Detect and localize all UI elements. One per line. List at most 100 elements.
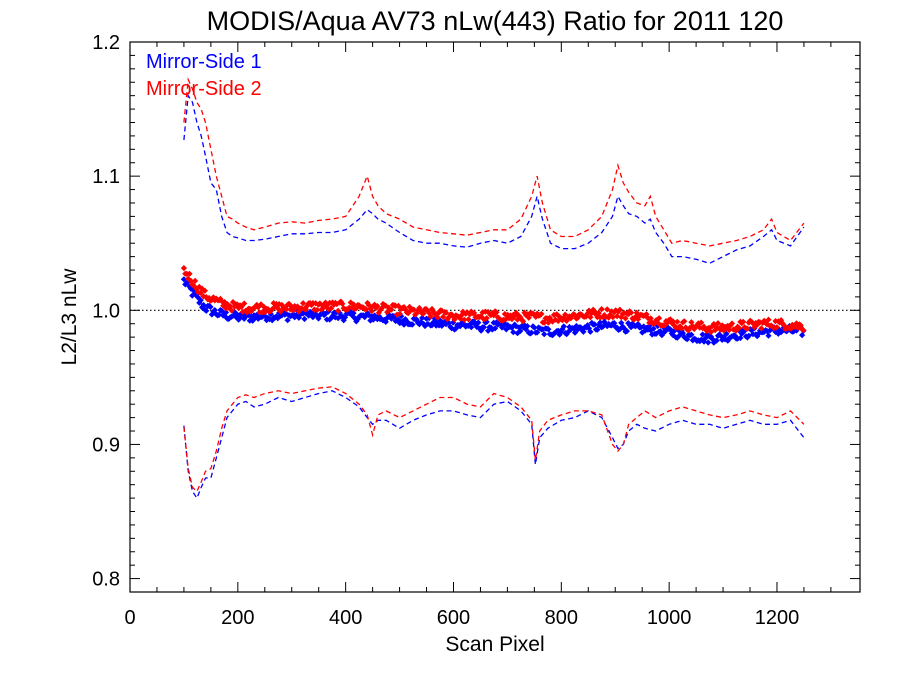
mirror-side-2-point (335, 307, 342, 314)
mirror-side-2-point (563, 317, 570, 324)
mirror-side-2-point (607, 311, 614, 318)
mirror-side-1-point (222, 309, 230, 316)
mirror-side-2-point (710, 320, 717, 328)
mirror-side-1-point (717, 332, 724, 339)
mirror-side-1-point (402, 316, 409, 323)
mirror-side-2-point (713, 324, 720, 331)
mirror-side-2-point (717, 326, 724, 333)
mirror-side-1-point (541, 331, 548, 338)
mirror-side-2-point (190, 282, 197, 289)
mirror-side-1-point (262, 313, 269, 320)
mirror-side-1-point (585, 325, 593, 332)
mirror-side-1-point (437, 317, 444, 324)
mirror-side-2-point (534, 310, 541, 317)
mirror-side-1-point (297, 311, 304, 318)
mirror-side-1-point (738, 330, 745, 337)
mirror-side-1-point (578, 327, 586, 334)
mirror-side-1-point (580, 328, 587, 335)
x-tick-label: 400 (329, 607, 362, 629)
mirror-side-2-point (325, 305, 332, 312)
mirror-side-2-point (276, 301, 283, 308)
mirror-side-2-point (353, 305, 360, 312)
mirror-side-2-point (622, 315, 629, 322)
mirror-side-1-point (434, 318, 441, 325)
mirror-side-1-point (197, 297, 204, 304)
mirror-side-1-point (354, 316, 361, 323)
mirror-side-1-point (619, 323, 626, 330)
x-tick-label: 1000 (647, 607, 692, 629)
mirror-side-1-point (688, 331, 695, 338)
mirror-side-1-point (658, 332, 665, 339)
mirror-side-1-point (773, 327, 780, 334)
mirror-side-1-point (416, 321, 423, 328)
mirror-side-1-point (713, 337, 720, 344)
mirror-side-2-point (545, 319, 552, 326)
mirror-side-2-point (262, 309, 269, 316)
mirror-side-2-point (222, 305, 230, 312)
mirror-side-2-point (744, 325, 751, 332)
mirror-side-1-point (705, 339, 712, 346)
mirror-side-1-point (492, 325, 499, 332)
mirror-side-2-point (270, 300, 277, 307)
mirror-side-1-point (388, 315, 395, 322)
mirror-side-2-point (514, 316, 521, 323)
mirror-side-2-point (503, 315, 510, 322)
mirror-side-1-point (330, 309, 337, 316)
mirror-side-1-point (602, 321, 609, 328)
mirror-side-2-point (312, 300, 319, 307)
mirror-side-2-point (489, 310, 496, 317)
mirror-side-2-point (538, 310, 545, 318)
mirror-side-2-point (574, 314, 581, 321)
mirror-side-1-point (594, 326, 601, 333)
mirror-side-1-point (510, 329, 517, 336)
mirror-side-1-point (284, 317, 291, 324)
mirror-side-2-point (740, 318, 747, 325)
mirror-side-1-point (497, 321, 504, 328)
mirror-side-2-point (480, 316, 487, 323)
mirror-side-1-point (236, 314, 244, 321)
mirror-side-1-point (653, 330, 660, 337)
mirror-side-2-point (200, 293, 207, 300)
mirror-side-2-point (635, 316, 642, 323)
mirror-side-2-point (560, 314, 567, 321)
mirror-side-2-point (221, 299, 228, 306)
mirror-side-1-point (587, 328, 594, 335)
mirror-side-1-point (215, 311, 223, 318)
mirror-side-2-point (349, 304, 356, 311)
mirror-side-2-point (726, 326, 733, 334)
mirror-side-2-point (602, 314, 609, 321)
x-tick-label: 200 (221, 607, 254, 629)
mirror-side-1-point (584, 322, 591, 329)
mirror-side-1-point (563, 331, 570, 338)
mirror-side-1-point (180, 276, 187, 283)
mirror-side-2-point (382, 302, 389, 309)
mirror-side-1-point (520, 324, 527, 331)
mirror-side-2-point (735, 324, 743, 332)
mirror-side-2-point (793, 320, 800, 327)
mirror-side-2-point (553, 311, 560, 318)
mirror-side-2-point (698, 319, 705, 326)
mirror-side-2-point (457, 315, 464, 322)
mirror-side-2-point (241, 300, 248, 307)
mirror-side-1-point (623, 328, 630, 335)
y-tick-label: 0.9 (92, 434, 120, 456)
mirror-side-2-point (604, 306, 611, 313)
y-tick-label: 1.2 (92, 32, 120, 54)
plot-frame (129, 41, 861, 593)
mirror-side-1-point (419, 314, 426, 321)
mirror-side-1-point (496, 319, 503, 326)
mirror-side-1-point (403, 318, 410, 325)
mirror-side-1-point (485, 327, 492, 334)
mirror-side-2-point (541, 319, 548, 326)
mirror-side-2-point (678, 325, 685, 332)
mirror-side-2-point (733, 327, 740, 334)
mirror-side-1-point (314, 312, 321, 319)
mirror-side-2-point (559, 317, 566, 324)
mirror-side-1-point (207, 303, 214, 310)
mirror-side-2-point (368, 308, 375, 315)
mirror-side-2-upper-envelope (183, 77, 805, 247)
mirror-side-1-point (461, 321, 468, 328)
mirror-side-2-point (238, 303, 245, 310)
x-axis-label: Scan Pixel (445, 633, 544, 656)
plot-area (130, 77, 860, 500)
